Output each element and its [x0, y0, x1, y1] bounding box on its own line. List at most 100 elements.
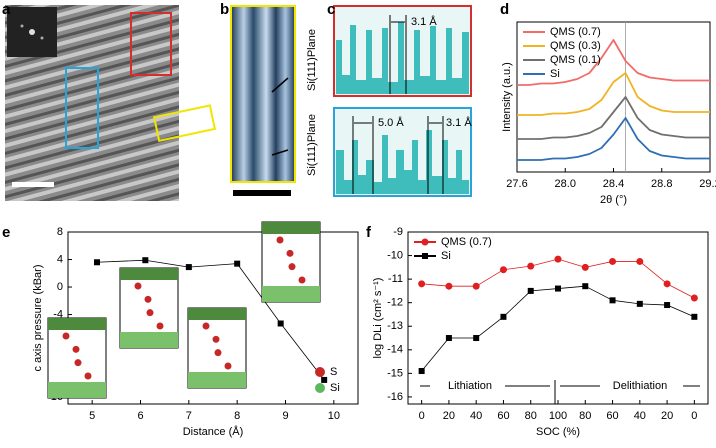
s-atom — [286, 249, 294, 257]
x-axis-label: SOC (%) — [536, 426, 580, 438]
marker — [609, 257, 617, 265]
x-tick-label: 27.6 — [506, 178, 527, 190]
legend-label: Si — [330, 382, 340, 394]
y-tick-label: 0 — [57, 281, 63, 293]
y-tick-label: 8 — [57, 226, 63, 238]
series-line — [517, 72, 710, 116]
fft-spot — [40, 36, 44, 40]
fft-spot — [29, 29, 35, 35]
x-tick-label: 7 — [186, 410, 192, 422]
s-atom — [202, 322, 210, 330]
series-line — [517, 39, 710, 86]
legend-label: QMS (0.3) — [550, 40, 601, 52]
y-tick-label: -14 — [387, 344, 403, 356]
spacing-label: 3.1 Å — [411, 15, 437, 28]
spacing-label: 3.1 Å — [446, 116, 472, 129]
marker — [277, 320, 284, 327]
marker — [94, 259, 100, 266]
marker — [321, 376, 328, 383]
y-axis-label: log DLi (cm² s⁻¹) — [372, 278, 384, 359]
intensity-profile — [336, 130, 469, 194]
marker — [500, 313, 507, 320]
s-atom — [224, 362, 232, 370]
spacing-label: 5.0 Å — [378, 116, 404, 129]
marker — [582, 283, 589, 290]
x-tick-label: 40 — [634, 410, 646, 422]
s-atom — [62, 332, 70, 340]
marker — [142, 257, 149, 264]
x-tick-label: 100 — [549, 410, 567, 422]
y-tick-label: -9 — [393, 226, 403, 238]
tem-zoom — [230, 5, 296, 183]
panel-label: e — [2, 224, 10, 241]
panel-label: b — [220, 1, 229, 18]
plane-label: Si(111)Plane — [306, 114, 318, 176]
y-tick-label: -4 — [53, 308, 63, 320]
marker — [636, 300, 643, 307]
scale-bar — [233, 190, 291, 196]
x-tick-label: 28.4 — [603, 178, 624, 190]
x-tick-label: 60 — [497, 410, 509, 422]
marker — [691, 313, 698, 320]
legend-label: Si — [550, 68, 560, 80]
marker — [663, 280, 671, 288]
x-tick-label: 29.2 — [699, 178, 716, 190]
legend-marker — [422, 253, 428, 259]
marker — [527, 262, 535, 270]
y-tick-label: -10 — [387, 249, 403, 261]
plane-label: Si(111)Plane — [306, 29, 318, 91]
legend-label: QMS (0.7) — [550, 26, 601, 38]
x-tick-label: 20 — [443, 410, 455, 422]
s-atom — [288, 263, 296, 271]
x-tick-label: 28.8 — [651, 178, 672, 190]
slab — [120, 332, 178, 348]
legend-label: QMS (0.1) — [550, 54, 601, 66]
slab — [120, 268, 178, 280]
x-tick-label: 40 — [470, 410, 482, 422]
legend-marker — [315, 367, 325, 377]
y-axis-label: c axis pressure (kBar) — [32, 265, 44, 372]
marker — [527, 287, 534, 294]
fft-spot — [20, 24, 24, 28]
s-atom — [212, 335, 220, 343]
slab — [48, 382, 106, 398]
x-axis-label: 2θ (°) — [600, 194, 627, 206]
x-tick-label: 20 — [661, 410, 673, 422]
marker — [554, 255, 562, 263]
marker — [636, 257, 644, 265]
arrow — [271, 149, 289, 156]
scale-bar — [12, 182, 54, 187]
panel-label: d — [500, 1, 509, 18]
s-atom — [144, 295, 152, 303]
x-tick-label: 80 — [525, 410, 537, 422]
x-tick-label: 9 — [282, 410, 288, 422]
s-atom — [146, 309, 154, 317]
s-atom — [72, 345, 80, 353]
marker — [234, 260, 241, 267]
y-tick-label: -12 — [387, 297, 403, 309]
series-line — [517, 96, 710, 140]
plot-frame — [516, 21, 711, 173]
panel-label: a — [2, 1, 11, 18]
legend-marker — [421, 238, 429, 246]
intensity-profile — [336, 22, 469, 94]
slab — [262, 222, 320, 234]
marker — [555, 285, 561, 292]
y-tick-label: 4 — [57, 253, 63, 265]
marker — [581, 263, 589, 271]
series-line — [421, 258, 695, 299]
panel-label: f — [366, 224, 372, 241]
slab — [188, 372, 246, 388]
legend-label: QMS (0.7) — [441, 236, 492, 248]
marker — [445, 282, 453, 290]
marker — [445, 335, 452, 342]
legend-label: S — [330, 366, 337, 378]
y-tick-label: -15 — [387, 367, 403, 379]
marker — [418, 368, 425, 375]
s-atom — [276, 236, 284, 244]
y-tick-label: -11 — [388, 273, 403, 285]
s-atom — [134, 282, 142, 290]
series-line — [421, 285, 695, 372]
s-atom — [74, 359, 82, 367]
